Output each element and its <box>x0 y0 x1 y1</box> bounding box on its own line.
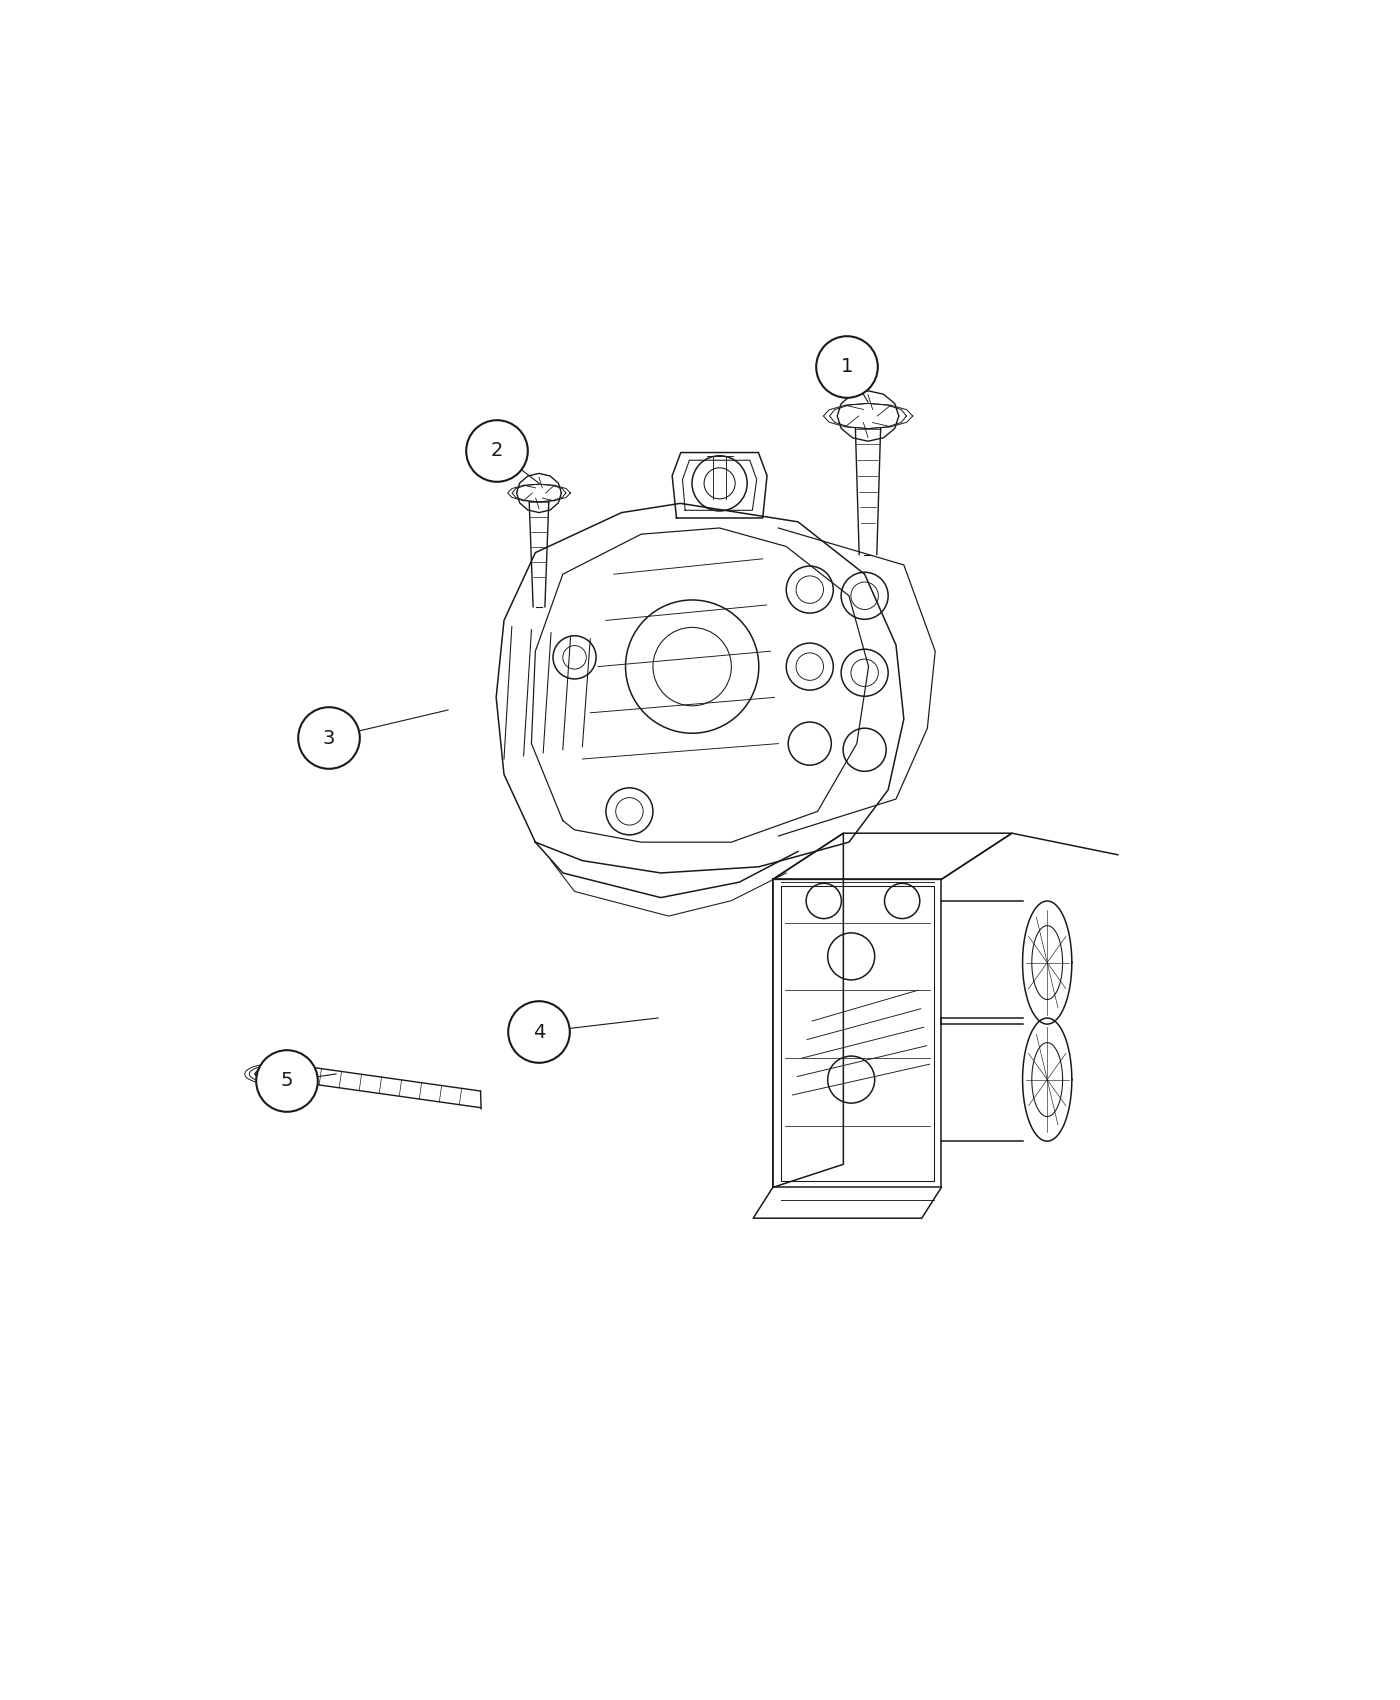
Circle shape <box>816 337 878 398</box>
Text: 3: 3 <box>323 729 335 748</box>
Circle shape <box>298 707 360 768</box>
Circle shape <box>256 1051 318 1112</box>
Text: 1: 1 <box>841 357 853 376</box>
Text: 4: 4 <box>533 1022 545 1042</box>
Circle shape <box>508 1001 570 1062</box>
Text: 2: 2 <box>491 442 503 461</box>
Text: 5: 5 <box>281 1071 293 1090</box>
Circle shape <box>466 420 528 481</box>
